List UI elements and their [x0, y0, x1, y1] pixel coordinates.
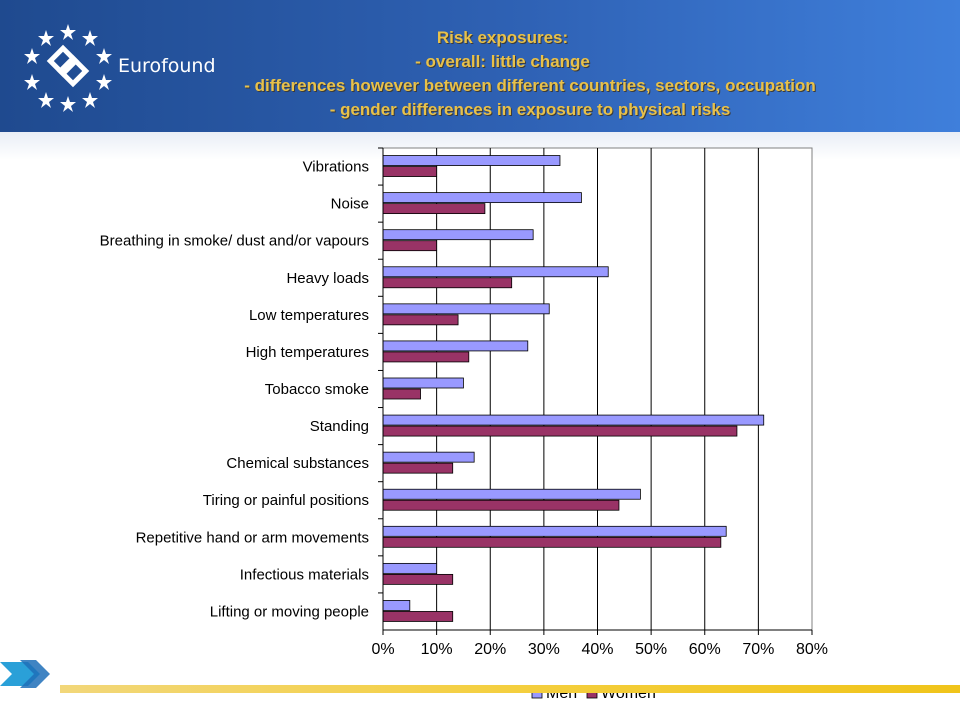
women-bar	[382, 573, 454, 585]
category-label: Breathing in smoke/ dust and/or vapours	[100, 233, 369, 250]
women-bar	[382, 425, 738, 437]
men-bar	[382, 414, 765, 426]
men-bar	[382, 377, 464, 389]
x-tick-label: 50%	[635, 641, 667, 658]
category-label: Low temperatures	[249, 307, 369, 324]
women-bar	[382, 277, 513, 289]
x-tick-label: 0%	[371, 641, 394, 658]
star-ring-icon	[24, 24, 112, 112]
title-line: Risk exposures:	[436, 28, 569, 47]
men-bar	[382, 562, 438, 574]
title-line: - gender differences in exposure to phys…	[329, 100, 731, 119]
category-label: Standing	[310, 418, 369, 435]
category-label: Noise	[331, 196, 369, 213]
women-bar	[382, 611, 454, 622]
men-bar	[382, 229, 534, 241]
risk-exposure-bar-chart: 0% 10% 20% 30% 40% 50% 60% 70% 80% Vibrations Nois…	[100, 147, 828, 702]
women-bar	[382, 351, 470, 363]
men-bar	[382, 155, 561, 166]
x-tick-label: 80%	[796, 641, 828, 658]
women-bar	[382, 203, 486, 215]
category-label: Lifting or moving people	[210, 603, 369, 620]
category-label: High temperatures	[246, 344, 369, 361]
x-tick-label: 70%	[742, 641, 774, 658]
header-banner: Eurofound Risk exposures: - overall: lit…	[0, 0, 960, 132]
category-label: Vibrations	[303, 159, 369, 176]
x-tick-label: 60%	[689, 641, 721, 658]
men-bar	[382, 488, 641, 500]
men-bar	[382, 266, 609, 278]
women-bar	[382, 536, 722, 548]
men-bar	[382, 303, 550, 315]
footer-accent-bar	[60, 685, 960, 693]
eurofound-logo	[24, 24, 112, 112]
category-label: Infectious materials	[240, 566, 369, 583]
men-bar	[382, 600, 411, 611]
men-bar	[382, 340, 529, 352]
men-bar	[382, 525, 727, 537]
x-tick-label: 40%	[581, 641, 613, 658]
men-bar	[382, 451, 475, 463]
title-line: - differences however between different …	[244, 76, 816, 95]
women-bar	[382, 499, 620, 511]
title-line: - overall: little change	[415, 52, 590, 71]
women-bar	[382, 166, 438, 177]
women-bar	[382, 462, 454, 474]
arrow-icon	[0, 660, 50, 688]
women-bar	[382, 388, 421, 400]
men-bar	[382, 192, 582, 204]
category-label: Tobacco smoke	[265, 381, 369, 398]
category-label: Heavy loads	[286, 270, 369, 287]
eurofound-emblem-icon	[46, 44, 90, 88]
category-label: Chemical substances	[226, 455, 369, 472]
x-tick-label: 30%	[528, 641, 560, 658]
women-bar	[382, 314, 459, 326]
category-label: Repetitive hand or arm movements	[136, 529, 369, 546]
x-tick-label: 10%	[421, 641, 453, 658]
women-bar	[382, 240, 438, 252]
category-label: Tiring or painful positions	[203, 492, 369, 509]
x-tick-label: 20%	[474, 641, 506, 658]
logo-text: Eurofound	[118, 55, 216, 77]
slide-title: Risk exposures: - overall: little change…	[150, 26, 910, 122]
